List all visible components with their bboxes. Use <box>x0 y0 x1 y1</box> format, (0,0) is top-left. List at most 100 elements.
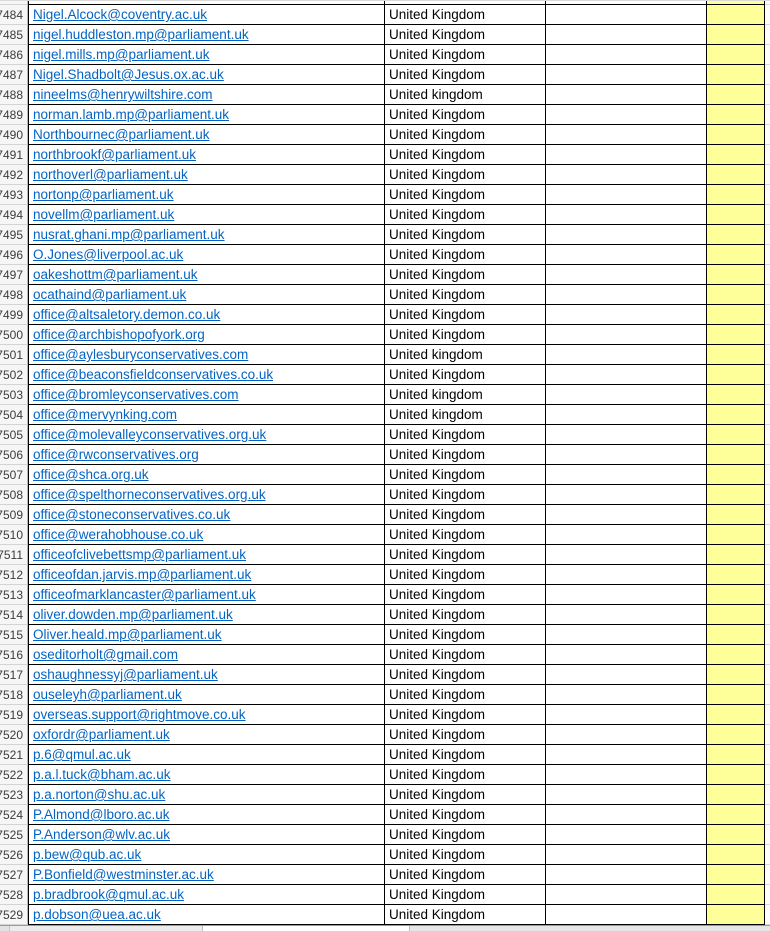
empty-cell[interactable] <box>546 485 707 505</box>
email-link[interactable]: p.a.norton@shu.ac.uk <box>33 787 166 802</box>
email-cell[interactable]: oliver.dowden.mp@parliament.uk <box>28 605 385 625</box>
email-link[interactable]: office@stoneconservatives.co.uk <box>33 507 231 522</box>
highlighted-cell[interactable] <box>707 545 765 565</box>
highlighted-cell[interactable] <box>707 45 765 65</box>
country-cell[interactable]: United Kingdom <box>385 805 546 825</box>
email-link[interactable]: oakeshottm@parliament.uk <box>33 267 198 282</box>
email-link[interactable]: office@aylesburyconservatives.com <box>33 347 249 362</box>
email-cell[interactable]: office@beaconsfieldconservatives.co.uk <box>28 365 385 385</box>
row-number[interactable]: 7497 <box>0 265 28 285</box>
highlighted-cell[interactable] <box>707 585 765 605</box>
row-number[interactable]: 7494 <box>0 205 28 225</box>
country-cell[interactable]: United kingdom <box>385 85 546 105</box>
highlighted-cell[interactable] <box>707 625 765 645</box>
email-cell[interactable]: office@mervynking.com <box>28 405 385 425</box>
empty-cell[interactable] <box>546 1 707 5</box>
row-number[interactable]: 7523 <box>0 785 28 805</box>
row-number[interactable]: 7493 <box>0 185 28 205</box>
row-number[interactable]: 7512 <box>0 565 28 585</box>
highlighted-cell[interactable] <box>707 665 765 685</box>
row-number[interactable]: 7511 <box>0 545 28 565</box>
country-cell[interactable]: United Kingdom <box>385 605 546 625</box>
row-number[interactable]: 7489 <box>0 105 28 125</box>
empty-cell[interactable] <box>546 305 707 325</box>
email-cell[interactable]: Oliver.heald.mp@parliament.uk <box>28 625 385 645</box>
empty-cell[interactable] <box>546 325 707 345</box>
row-number[interactable]: 7496 <box>0 245 28 265</box>
email-cell[interactable]: oakeshottm@parliament.uk <box>28 265 385 285</box>
country-cell[interactable]: United Kingdom <box>385 825 546 845</box>
country-cell[interactable]: United Kingdom <box>385 365 546 385</box>
email-link[interactable]: northoverl@parliament.uk <box>33 167 188 182</box>
email-link[interactable]: nineelms@henrywiltshire.com <box>33 87 213 102</box>
email-link[interactable]: oshaughnessyj@parliament.uk <box>33 667 218 682</box>
row-number[interactable]: 7500 <box>0 325 28 345</box>
empty-cell[interactable] <box>546 465 707 485</box>
highlighted-cell[interactable] <box>707 865 765 885</box>
highlighted-cell[interactable] <box>707 5 765 25</box>
empty-cell[interactable] <box>546 905 707 925</box>
empty-cell[interactable] <box>546 885 707 905</box>
email-cell[interactable]: Nigel.Shadbolt@Jesus.ox.ac.uk <box>28 65 385 85</box>
country-cell[interactable]: United Kingdom <box>385 285 546 305</box>
highlighted-cell[interactable] <box>707 105 765 125</box>
empty-cell[interactable] <box>546 345 707 365</box>
email-link[interactable]: nigel.mills.mp@parliament.uk <box>33 47 210 62</box>
email-cell[interactable]: officeofmarklancaster@parliament.uk <box>28 585 385 605</box>
email-link[interactable]: office@molevalleyconservatives.org.uk <box>33 427 267 442</box>
highlighted-cell[interactable] <box>707 825 765 845</box>
row-number[interactable]: 7498 <box>0 285 28 305</box>
email-link[interactable]: northbrookf@parliament.uk <box>33 147 197 162</box>
row-number[interactable]: 7487 <box>0 65 28 85</box>
highlighted-cell[interactable] <box>707 565 765 585</box>
country-cell[interactable] <box>385 1 546 5</box>
row-number[interactable]: 7508 <box>0 485 28 505</box>
row-number[interactable]: 7519 <box>0 705 28 725</box>
country-cell[interactable]: United Kingdom <box>385 905 546 925</box>
row-number[interactable]: 7484 <box>0 5 28 25</box>
email-cell[interactable]: Northbournec@parliament.uk <box>28 125 385 145</box>
country-cell[interactable]: United Kingdom <box>385 645 546 665</box>
email-link[interactable]: office@spelthorneconservatives.org.uk <box>33 487 266 502</box>
empty-cell[interactable] <box>546 865 707 885</box>
email-cell[interactable]: officeofclivebettsmp@parliament.uk <box>28 545 385 565</box>
highlighted-cell[interactable] <box>707 185 765 205</box>
email-cell[interactable]: P.Almond@lboro.ac.uk <box>28 805 385 825</box>
country-cell[interactable]: United Kingdom <box>385 305 546 325</box>
email-cell[interactable]: Nigel.Alcock@coventry.ac.uk <box>28 5 385 25</box>
highlighted-cell[interactable] <box>707 765 765 785</box>
highlighted-cell[interactable] <box>707 285 765 305</box>
highlighted-cell[interactable] <box>707 345 765 365</box>
highlighted-cell[interactable] <box>707 205 765 225</box>
highlighted-cell[interactable] <box>707 325 765 345</box>
empty-cell[interactable] <box>546 785 707 805</box>
country-cell[interactable]: United Kingdom <box>385 465 546 485</box>
email-cell[interactable]: nusrat.ghani.mp@parliament.uk <box>28 225 385 245</box>
empty-cell[interactable] <box>546 445 707 465</box>
email-cell[interactable]: norman.lamb.mp@parliament.uk <box>28 105 385 125</box>
email-cell[interactable]: oshaughnessyj@parliament.uk <box>28 665 385 685</box>
empty-cell[interactable] <box>546 265 707 285</box>
email-cell[interactable]: office@bromleyconservatives.com <box>28 385 385 405</box>
country-cell[interactable]: United Kingdom <box>385 585 546 605</box>
row-number[interactable]: 7501 <box>0 345 28 365</box>
highlighted-cell[interactable] <box>707 885 765 905</box>
highlighted-cell[interactable] <box>707 845 765 865</box>
country-cell[interactable]: United Kingdom <box>385 5 546 25</box>
row-number[interactable]: 7492 <box>0 165 28 185</box>
country-cell[interactable]: United Kingdom <box>385 765 546 785</box>
empty-cell[interactable] <box>546 245 707 265</box>
email-cell[interactable]: P.Anderson@wlv.ac.uk <box>28 825 385 845</box>
empty-cell[interactable] <box>546 605 707 625</box>
empty-cell[interactable] <box>546 165 707 185</box>
row-number[interactable]: 7491 <box>0 145 28 165</box>
country-cell[interactable]: United Kingdom <box>385 705 546 725</box>
country-cell[interactable]: United Kingdom <box>385 245 546 265</box>
country-cell[interactable]: United kingdom <box>385 345 546 365</box>
email-cell[interactable]: p.dobson@uea.ac.uk <box>28 905 385 925</box>
highlighted-cell[interactable] <box>707 85 765 105</box>
email-cell[interactable]: northoverl@parliament.uk <box>28 165 385 185</box>
country-cell[interactable]: United Kingdom <box>385 45 546 65</box>
email-cell[interactable]: office@werahobhouse.co.uk <box>28 525 385 545</box>
email-cell[interactable]: oxfordr@parliament.uk <box>28 725 385 745</box>
